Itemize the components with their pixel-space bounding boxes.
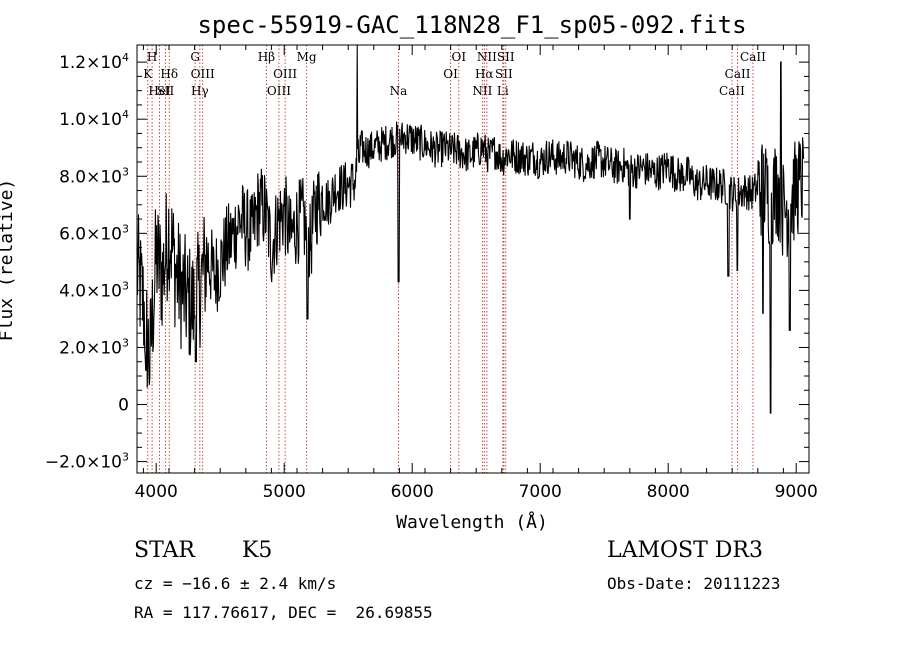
spectral-line-label: K xyxy=(143,67,153,81)
x-axis-label: Wavelength (Å) xyxy=(396,511,548,533)
object-subclass: K5 xyxy=(242,538,273,563)
x-tick-label: 9000 xyxy=(775,482,818,502)
spectral-line-label: SII xyxy=(157,84,175,98)
spectral-line-label: OI xyxy=(443,67,458,81)
spectral-line-label: OIII xyxy=(191,67,215,81)
coordinates: RA = 117.76617, DEC = 26.69855 xyxy=(134,603,433,622)
spectral-line-label: OI xyxy=(452,50,467,64)
y-tick-label: 1.0×104 xyxy=(59,108,129,130)
spectral-line-label: NII xyxy=(472,84,492,98)
spectral-line-label: Hβ xyxy=(258,50,275,64)
x-tick-label: 5000 xyxy=(263,482,306,502)
spectral-line-label: OIII xyxy=(273,67,297,81)
spectral-line-label: CaII xyxy=(719,84,745,98)
x-tick-label: 4000 xyxy=(135,482,178,502)
x-axis: 4000 5000 6000 7000 8000 9000 xyxy=(135,45,818,502)
y-axis-label: Flux (relative) xyxy=(0,179,17,342)
y-tick-label: 2.0×103 xyxy=(59,336,129,358)
x-tick-label: 7000 xyxy=(519,482,562,502)
y-axis: −2.0×103 0 2.0×103 4.0×103 6.0×103 8.0×103 1.0… xyxy=(45,51,809,473)
spectral-line-label: Hδ xyxy=(160,67,178,81)
spectral-line-label: Li xyxy=(497,84,509,98)
spectral-line-label: G xyxy=(190,50,200,64)
survey-name: LAMOST DR3 xyxy=(607,538,763,563)
spectral-line-label: CaII xyxy=(725,67,751,81)
spectrum-line xyxy=(136,44,805,414)
obs-date: Obs-Date: 20111223 xyxy=(607,574,781,593)
object-class: STAR xyxy=(134,538,195,563)
y-tick-label: 6.0×103 xyxy=(59,222,129,244)
spectral-lines-layer: KHHeISIIHδGHγOIIIHβOIIIOIIIMgNaOIOINIIHα… xyxy=(143,45,766,473)
y-tick-label: 4.0×103 xyxy=(59,279,129,301)
spectral-line-label: Hα xyxy=(475,67,494,81)
plot-frame xyxy=(136,44,810,474)
spectral-line-label: Hγ xyxy=(191,84,209,98)
spectral-line-label: H xyxy=(147,50,157,64)
y-tick-label: 0 xyxy=(118,396,129,416)
redshift-readout: cz = −16.6 ± 2.4 km/s xyxy=(134,574,337,593)
spectral-line-label: Mg xyxy=(297,50,317,64)
chart-title: spec-55919-GAC_118N28_F1_sp05-092.fits xyxy=(197,11,746,39)
y-tick-label: 8.0×103 xyxy=(59,165,129,187)
spectral-line-label: OIII xyxy=(267,84,291,98)
spectral-line-label: Na xyxy=(390,84,408,98)
x-tick-label: 8000 xyxy=(647,482,690,502)
spectral-line-label: CaII xyxy=(740,50,766,64)
spectral-line-label: SII xyxy=(497,50,515,64)
x-tick-label: 6000 xyxy=(391,482,434,502)
y-tick-label: −2.0×103 xyxy=(45,451,129,473)
spectral-line-label: NII xyxy=(477,50,497,64)
spectral-line-label: SII xyxy=(495,67,513,81)
y-tick-label: 1.2×104 xyxy=(59,51,129,73)
